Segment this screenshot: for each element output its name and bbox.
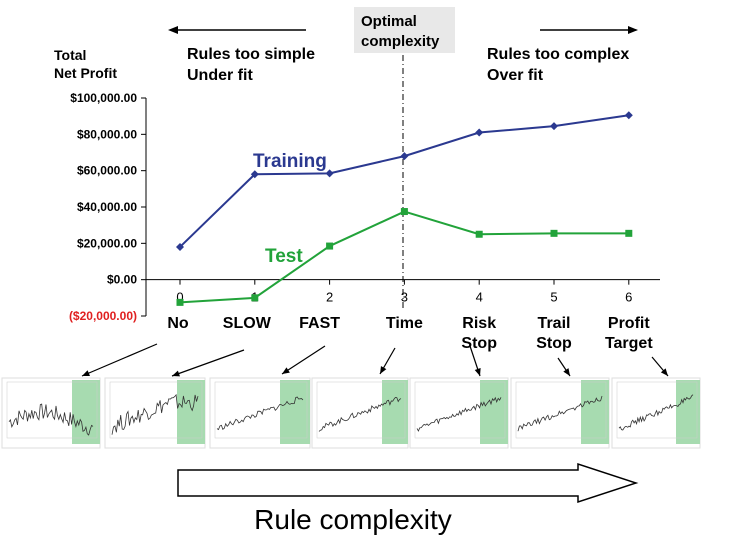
y-tick-label: $20,000.00 (77, 236, 137, 250)
thumbnail-line (416, 396, 502, 432)
y-tick-label: $0.00 (107, 273, 137, 287)
y-tick-label: $40,000.00 (77, 200, 137, 214)
thumbnail (104, 377, 206, 449)
highlight-region (382, 380, 408, 444)
x-tick-label: 6 (625, 290, 632, 305)
pointer-arrow-head (172, 370, 180, 377)
highlight-region (280, 380, 310, 444)
pointer-arrow-head (82, 370, 90, 376)
rule-label: FAST (299, 315, 340, 332)
footer-label: Rule complexity (254, 504, 452, 535)
rule-label: Trail (538, 315, 571, 332)
pointer-arrow-head (380, 366, 387, 374)
y-tick-label: $100,000.00 (70, 91, 137, 105)
y-axis-title-line2: Net Profit (54, 65, 117, 81)
x-tick-label: 5 (550, 290, 557, 305)
data-point (326, 242, 334, 250)
pointer-arrow (281, 345, 326, 375)
thumbnail-line (517, 395, 603, 432)
rule-label: Stop (461, 335, 497, 352)
rule-label: SLOW (223, 315, 272, 332)
series-line (179, 114, 629, 248)
rule-label: Target (605, 335, 653, 352)
thumbnail-line (8, 403, 94, 436)
highlight-region (177, 380, 205, 444)
data-point (400, 208, 408, 216)
pointer-arrow-head (563, 368, 570, 376)
series-label: Training (253, 151, 327, 172)
thumbnail (409, 377, 509, 449)
data-point (251, 294, 259, 302)
data-point (176, 298, 184, 306)
thumbnail (1, 377, 101, 449)
thumbnail-line (318, 396, 402, 432)
data-point (250, 170, 259, 179)
thumbnail-line (111, 393, 199, 435)
pointer-arrow-head (660, 368, 668, 376)
annotations: Optimal complexity Rules too simple Unde… (168, 7, 638, 84)
left-arrow-head (168, 26, 178, 34)
y-tick-label: $60,000.00 (77, 164, 137, 178)
highlight-region (581, 380, 609, 444)
series-layer: Training Test (176, 111, 633, 306)
right-arrow-head (628, 26, 638, 34)
x-tick-label: 3 (401, 290, 408, 305)
left-annotation-line1: Rules too simple (187, 46, 315, 63)
series-training: Training (176, 111, 633, 251)
complexity-arrow (177, 462, 639, 504)
optimal-label-line1: Optimal (361, 13, 417, 30)
rule-label: No (167, 315, 189, 332)
rule-label: Risk (462, 315, 496, 332)
highlight-region (676, 380, 700, 444)
optimal-label-line2: complexity (361, 33, 440, 50)
data-point (625, 229, 633, 237)
data-point (624, 111, 633, 120)
optimal-highlight-box (354, 7, 455, 53)
thumbnail (611, 377, 701, 449)
thumbnail-line (618, 394, 694, 431)
series-test: Test (176, 208, 633, 306)
y-tick-label: ($20,000.00) (69, 309, 137, 323)
data-point (550, 122, 558, 131)
thumbnail (209, 377, 311, 449)
data-point (325, 169, 334, 178)
thumbnail (510, 377, 610, 449)
x-tick-label: 0 (176, 290, 183, 305)
x-tick-label: 4 (476, 290, 483, 305)
x-tick-label: 2 (326, 290, 333, 305)
highlight-region (72, 380, 100, 444)
rule-label: Time (386, 315, 423, 332)
thumbnail (311, 377, 409, 449)
right-annotation-line2: Over fit (487, 67, 544, 84)
highlight-region (480, 380, 508, 444)
y-tick-label: $80,000.00 (77, 127, 137, 141)
data-point (550, 229, 558, 237)
pointer-arrow-head (474, 368, 481, 376)
pointer-arrow (81, 343, 158, 377)
pointer-arrow-head (282, 367, 290, 374)
left-annotation-line2: Under fit (187, 67, 253, 84)
thumbnail-row (1, 343, 701, 449)
thumbnail-line (216, 396, 304, 431)
series-label: Test (265, 246, 303, 267)
data-point (176, 242, 184, 251)
rule-label: Stop (536, 335, 572, 352)
data-point (475, 230, 483, 238)
data-point (475, 128, 484, 137)
rule-label: Profit (608, 315, 650, 332)
chart-axes: $100,000.00 $80,000.00 $60,000.00 $40,000.0… (69, 91, 660, 352)
y-axis-title-line1: Total (54, 47, 86, 63)
data-point (400, 152, 409, 161)
right-annotation-line1: Rules too complex (487, 46, 629, 63)
pointer-arrow (171, 349, 245, 377)
